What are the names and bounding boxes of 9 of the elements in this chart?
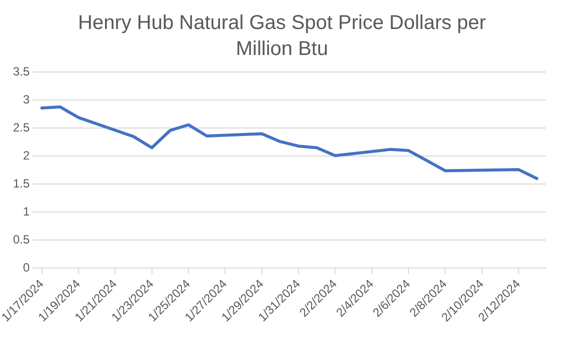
y-tick-label: 0 <box>22 260 30 274</box>
chart-title: Henry Hub Natural Gas Spot Price Dollars per Million Btu <box>77 11 487 62</box>
y-tick-label: 3 <box>22 92 30 106</box>
y-tick-label: 3.5 <box>12 64 30 79</box>
y-tick-label: 1 <box>22 204 30 218</box>
y-tick-label: 0.5 <box>12 232 30 246</box>
y-tick-label: 2 <box>22 148 30 162</box>
y-tick-label: 1.5 <box>12 176 30 190</box>
y-tick-label: 2.5 <box>12 120 30 134</box>
